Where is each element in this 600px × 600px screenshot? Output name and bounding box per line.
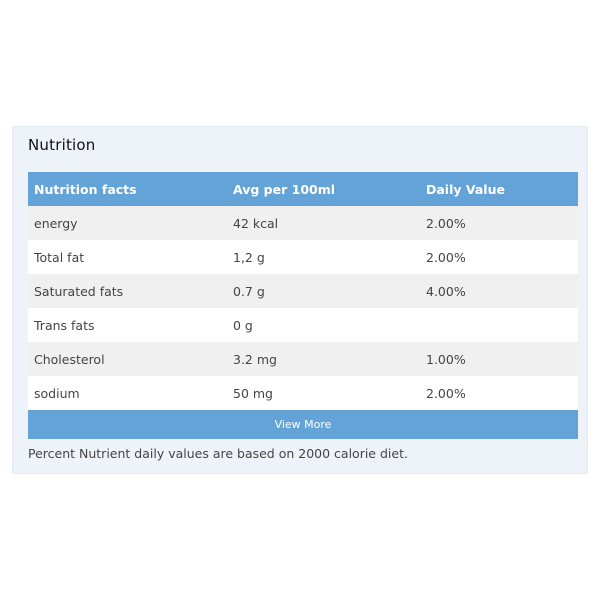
table-row: energy 42 kcal 2.00% (28, 206, 578, 240)
nutrient-name: energy (34, 215, 78, 231)
nutrient-amount: 0 g (233, 317, 253, 333)
nutrient-daily-value: 4.00% (426, 283, 466, 299)
nutrient-daily-value: 2.00% (426, 215, 466, 231)
nutrient-daily-value: 2.00% (426, 249, 466, 265)
footnote: Percent Nutrient daily values are based … (28, 446, 408, 461)
nutrient-name: Cholesterol (34, 351, 105, 367)
nutrition-panel: Nutrition Nutrition facts Avg per 100ml … (12, 126, 588, 474)
view-more-button[interactable]: View More (28, 410, 578, 439)
nutrient-amount: 50 mg (233, 385, 273, 401)
nutrition-table: Nutrition facts Avg per 100ml Daily Valu… (28, 172, 578, 410)
table-row: Cholesterol 3.2 mg 1.00% (28, 342, 578, 376)
column-header-avg-per-100ml: Avg per 100ml (233, 181, 336, 197)
panel-title: Nutrition (28, 136, 96, 154)
table-header-row: Nutrition facts Avg per 100ml Daily Valu… (28, 172, 578, 206)
table-row: Trans fats 0 g (28, 308, 578, 342)
column-header-daily-value: Daily Value (426, 181, 505, 197)
table-row: sodium 50 mg 2.00% (28, 376, 578, 410)
column-header-nutrition-facts: Nutrition facts (34, 181, 137, 197)
nutrient-daily-value: 1.00% (426, 351, 466, 367)
nutrient-amount: 0.7 g (233, 283, 265, 299)
nutrient-daily-value: 2.00% (426, 385, 466, 401)
table-row: Saturated fats 0.7 g 4.00% (28, 274, 578, 308)
table-row: Total fat 1,2 g 2.00% (28, 240, 578, 274)
nutrient-name: sodium (34, 385, 80, 401)
nutrient-amount: 1,2 g (233, 249, 265, 265)
nutrient-name: Trans fats (34, 317, 95, 333)
nutrient-name: Total fat (34, 249, 85, 265)
nutrient-name: Saturated fats (34, 283, 124, 299)
nutrient-amount: 42 kcal (233, 215, 279, 231)
nutrient-amount: 3.2 mg (233, 351, 277, 367)
